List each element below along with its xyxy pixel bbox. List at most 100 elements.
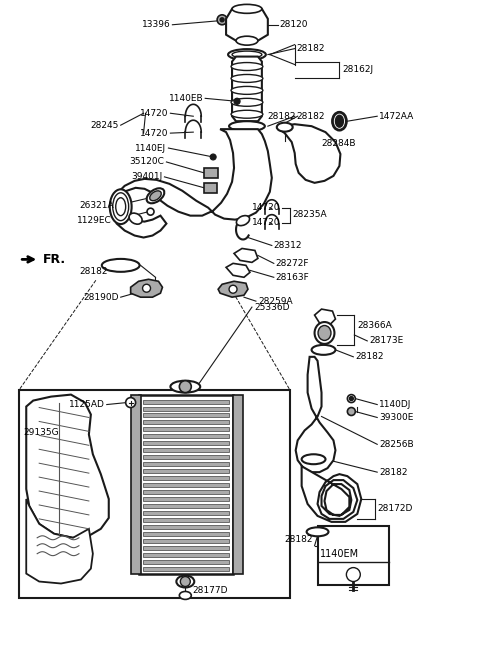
Circle shape [126, 398, 136, 407]
Ellipse shape [180, 591, 192, 599]
Text: 1125AD: 1125AD [69, 400, 105, 409]
Bar [143, 413, 229, 417]
Text: 1140EM: 1140EM [320, 549, 359, 559]
Circle shape [180, 576, 190, 586]
Bar [233, 394, 243, 574]
Bar [143, 553, 229, 557]
Text: 28163F: 28163F [276, 272, 310, 282]
Bar [204, 183, 217, 193]
Bar [143, 483, 229, 487]
Text: 28256B: 28256B [379, 440, 414, 449]
Bar [143, 511, 229, 515]
Bar [139, 394, 233, 574]
Bar [143, 518, 229, 522]
Bar [143, 469, 229, 473]
Text: FR.: FR. [43, 253, 66, 266]
Polygon shape [226, 9, 268, 41]
Text: 35120C: 35120C [130, 157, 165, 166]
Polygon shape [296, 357, 336, 472]
Text: 28173E: 28173E [369, 337, 404, 345]
Ellipse shape [318, 326, 331, 341]
Text: 14720: 14720 [140, 128, 168, 138]
Ellipse shape [314, 322, 335, 344]
Text: 14720: 14720 [252, 218, 280, 227]
Polygon shape [26, 499, 93, 584]
Ellipse shape [301, 455, 325, 464]
Text: 28120: 28120 [280, 20, 308, 29]
Polygon shape [232, 56, 262, 121]
Bar [143, 421, 229, 424]
Text: 28312: 28312 [274, 241, 302, 250]
Circle shape [234, 98, 240, 104]
Circle shape [347, 568, 360, 582]
Circle shape [349, 396, 353, 401]
Ellipse shape [336, 115, 343, 127]
Polygon shape [218, 281, 248, 297]
Text: 14720: 14720 [140, 109, 168, 118]
Ellipse shape [236, 36, 258, 45]
Bar [143, 525, 229, 529]
Ellipse shape [231, 98, 263, 106]
Ellipse shape [129, 213, 142, 224]
Ellipse shape [113, 193, 129, 221]
Polygon shape [26, 394, 109, 538]
Text: 28182: 28182 [355, 352, 384, 362]
Text: 29135G: 29135G [23, 428, 59, 437]
Ellipse shape [232, 5, 262, 13]
Bar [143, 441, 229, 445]
Bar [143, 407, 229, 411]
Bar [143, 455, 229, 459]
Bar [143, 539, 229, 543]
Bar [143, 476, 229, 480]
Polygon shape [113, 129, 272, 238]
Polygon shape [234, 248, 258, 263]
Text: 1140EJ: 1140EJ [135, 143, 167, 153]
Text: 28182: 28182 [268, 112, 296, 121]
Circle shape [348, 394, 355, 403]
Circle shape [229, 285, 237, 293]
Bar [318, 526, 389, 586]
Circle shape [348, 407, 355, 415]
Text: 28182: 28182 [297, 44, 325, 53]
Ellipse shape [176, 576, 194, 588]
Text: 28177D: 28177D [192, 586, 228, 595]
Bar [143, 462, 229, 466]
Circle shape [180, 381, 192, 392]
Ellipse shape [150, 191, 161, 200]
Bar [204, 168, 218, 178]
Ellipse shape [110, 189, 132, 224]
Text: 28162J: 28162J [342, 65, 373, 74]
Ellipse shape [102, 259, 140, 272]
Text: 28366A: 28366A [357, 320, 392, 329]
Ellipse shape [236, 215, 250, 225]
Ellipse shape [116, 198, 126, 215]
Text: 28284B: 28284B [322, 139, 356, 147]
Circle shape [217, 15, 227, 25]
Text: 13396: 13396 [142, 20, 170, 29]
Ellipse shape [229, 121, 265, 131]
Polygon shape [278, 124, 340, 183]
Bar [143, 448, 229, 452]
Text: 1140DJ: 1140DJ [379, 400, 411, 409]
Text: 28172D: 28172D [377, 504, 413, 514]
Text: 28182: 28182 [79, 267, 108, 276]
Bar [131, 394, 141, 574]
Bar [143, 400, 229, 403]
Polygon shape [226, 263, 250, 277]
Ellipse shape [231, 86, 263, 94]
Text: 28235A: 28235A [293, 210, 327, 219]
Ellipse shape [231, 75, 263, 83]
Text: 28182: 28182 [379, 468, 408, 477]
Text: 28190D: 28190D [83, 293, 119, 302]
Text: 1129EC: 1129EC [77, 216, 112, 225]
Text: 1140EB: 1140EB [168, 94, 203, 103]
Text: 28182: 28182 [285, 535, 313, 544]
Bar [143, 567, 229, 571]
Ellipse shape [231, 62, 263, 71]
Bar [143, 532, 229, 536]
Text: 1472AA: 1472AA [379, 112, 414, 121]
Bar [143, 559, 229, 563]
Ellipse shape [307, 527, 328, 536]
Ellipse shape [232, 51, 262, 58]
Polygon shape [301, 466, 361, 522]
